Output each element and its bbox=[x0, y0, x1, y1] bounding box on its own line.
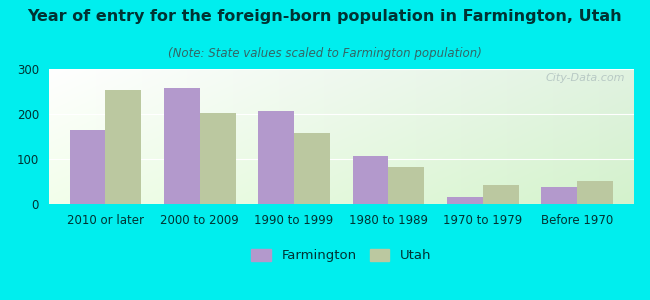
Bar bbox=[258, 111, 294, 204]
Text: City-Data.com: City-Data.com bbox=[545, 73, 625, 83]
Bar bbox=[352, 156, 389, 204]
Bar bbox=[105, 90, 141, 204]
Bar bbox=[577, 181, 613, 204]
Bar bbox=[200, 113, 235, 204]
Text: Year of entry for the foreign-born population in Farmington, Utah: Year of entry for the foreign-born popul… bbox=[28, 9, 622, 24]
Legend: Farmington, Utah: Farmington, Utah bbox=[246, 244, 437, 268]
Bar bbox=[541, 187, 577, 204]
Text: (Note: State values scaled to Farmington population): (Note: State values scaled to Farmington… bbox=[168, 46, 482, 59]
Bar bbox=[389, 167, 424, 204]
Bar bbox=[164, 88, 200, 204]
Bar bbox=[294, 133, 330, 204]
Bar bbox=[483, 184, 519, 204]
Bar bbox=[70, 130, 105, 204]
Bar bbox=[447, 197, 483, 204]
